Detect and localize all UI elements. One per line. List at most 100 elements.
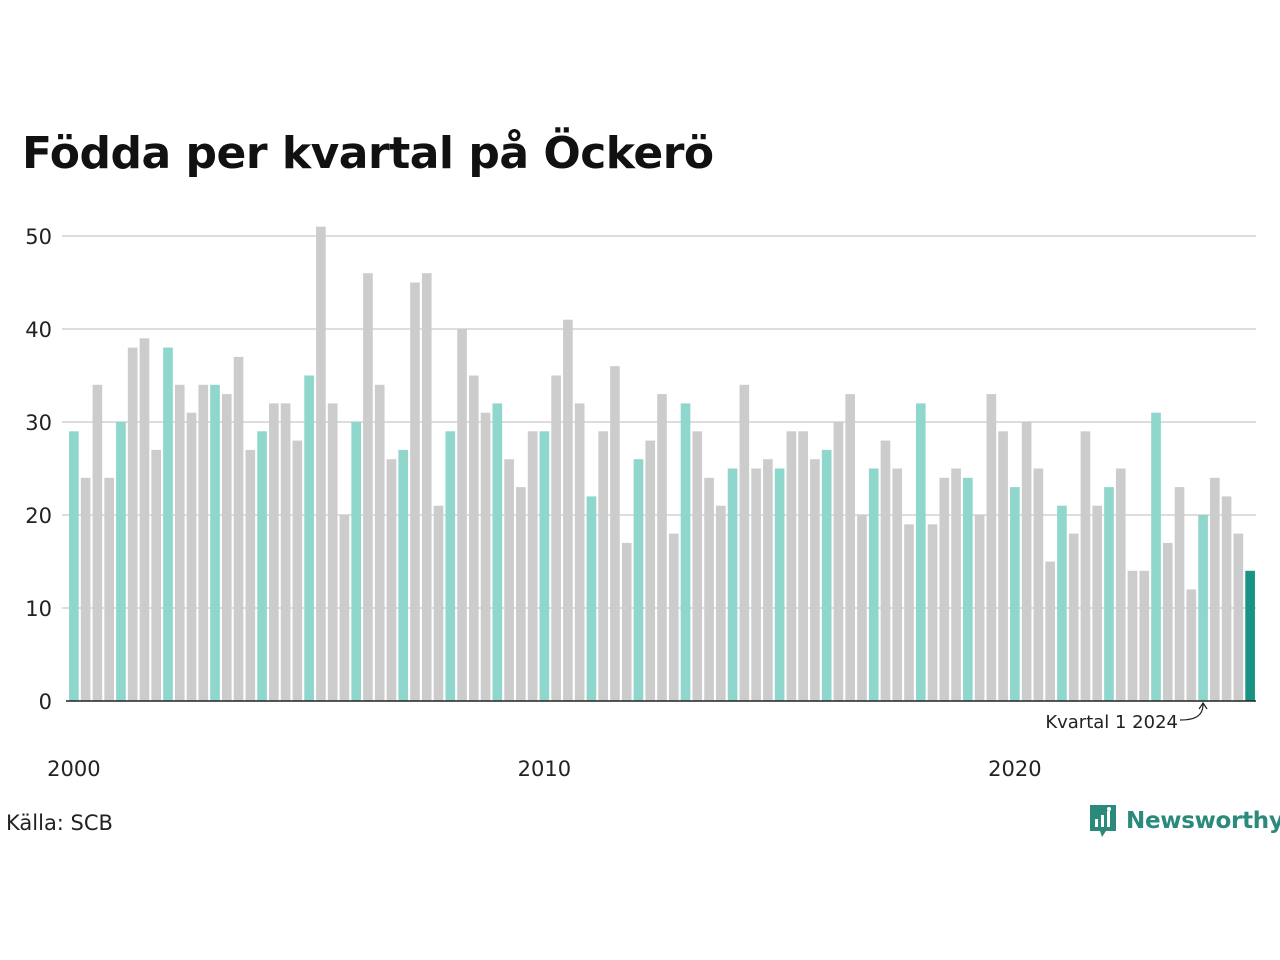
bar [339, 515, 350, 701]
bar [421, 273, 432, 701]
bar [939, 477, 950, 701]
bar [516, 487, 526, 701]
bar [1080, 431, 1091, 701]
bar [551, 375, 561, 701]
bar [504, 459, 514, 701]
x-tick-label: 2000 [47, 757, 100, 781]
bar [1057, 505, 1067, 701]
bar [457, 329, 467, 701]
bar [1233, 533, 1244, 701]
bar [445, 431, 456, 701]
bar [127, 347, 138, 701]
chart-title: Födda per kvartal på Öckerö [22, 128, 714, 179]
bar [1068, 533, 1079, 701]
bar [621, 542, 632, 701]
bar-chart: 0 10 20 30 40 50 2000 2010 2020 Kvartal 1 2024 [25, 225, 1256, 781]
bar [1245, 570, 1255, 701]
bar [810, 459, 820, 701]
bar [139, 338, 150, 701]
bar [1198, 515, 1208, 701]
bar [727, 468, 738, 701]
bar [915, 403, 926, 701]
bar [280, 403, 291, 701]
bar [374, 384, 385, 701]
bar [198, 384, 209, 701]
bar [704, 477, 714, 701]
bar [480, 412, 491, 701]
bar [410, 282, 420, 701]
newsworthy-logo-icon [1090, 805, 1116, 837]
bar [880, 440, 891, 701]
x-tick-label: 2010 [518, 757, 571, 781]
bar [739, 384, 750, 701]
bar [680, 403, 691, 701]
bar [1021, 422, 1032, 701]
bar [821, 449, 832, 701]
bar [951, 468, 961, 701]
y-tick-label: 50 [25, 225, 52, 249]
y-tick-label: 10 [25, 597, 52, 621]
bar [974, 515, 985, 701]
bar [527, 431, 538, 701]
bar [163, 347, 173, 701]
bar [210, 384, 220, 701]
bar [962, 477, 973, 701]
bar [327, 403, 338, 701]
y-tick-label: 30 [25, 411, 52, 435]
annotation: Kvartal 1 2024 [1045, 701, 1208, 733]
bar [1174, 487, 1185, 701]
bar [80, 477, 91, 701]
source-credit: Källa: SCB [6, 811, 113, 835]
bar [1092, 505, 1103, 701]
bar [927, 524, 938, 701]
bar [563, 319, 573, 701]
bar [1210, 477, 1220, 701]
bar [1139, 570, 1150, 701]
bar [904, 524, 914, 701]
bar [586, 496, 597, 701]
bar [69, 431, 79, 701]
bar [363, 273, 373, 701]
bar [868, 468, 879, 701]
bar [668, 533, 679, 701]
bar [539, 431, 550, 701]
bar [116, 422, 126, 701]
newsworthy-logo: Newsworthy [1088, 803, 1280, 839]
bar [598, 431, 609, 701]
bar [186, 412, 197, 701]
bar [1115, 468, 1126, 701]
bar [786, 431, 797, 701]
bar [833, 422, 844, 701]
bar [798, 431, 808, 701]
bar [986, 394, 997, 701]
annotation-label: Kvartal 1 2024 [1045, 712, 1178, 733]
bar [304, 375, 314, 701]
bar [1151, 412, 1161, 701]
bar [657, 394, 667, 701]
bar [892, 468, 903, 701]
bar [633, 459, 644, 701]
bar [292, 440, 303, 701]
bar [845, 394, 856, 701]
annotation-arrow [1179, 701, 1208, 721]
bar [257, 431, 267, 701]
bar [316, 226, 326, 701]
bar [492, 403, 503, 701]
bar [1010, 487, 1020, 701]
bar [433, 505, 444, 701]
y-tick-label: 20 [25, 504, 52, 528]
bar [1045, 561, 1055, 701]
bar [92, 384, 103, 701]
bar [1127, 570, 1138, 701]
bar [1104, 487, 1114, 701]
y-tick-label: 40 [25, 318, 52, 342]
bar [468, 375, 479, 701]
bar [233, 356, 244, 701]
bar [645, 440, 656, 701]
brand-name: Newsworthy [1126, 808, 1280, 834]
bar [398, 449, 409, 701]
bar [151, 449, 162, 701]
bar [715, 505, 726, 701]
bars [69, 226, 1255, 701]
y-tick-label: 0 [39, 690, 52, 714]
